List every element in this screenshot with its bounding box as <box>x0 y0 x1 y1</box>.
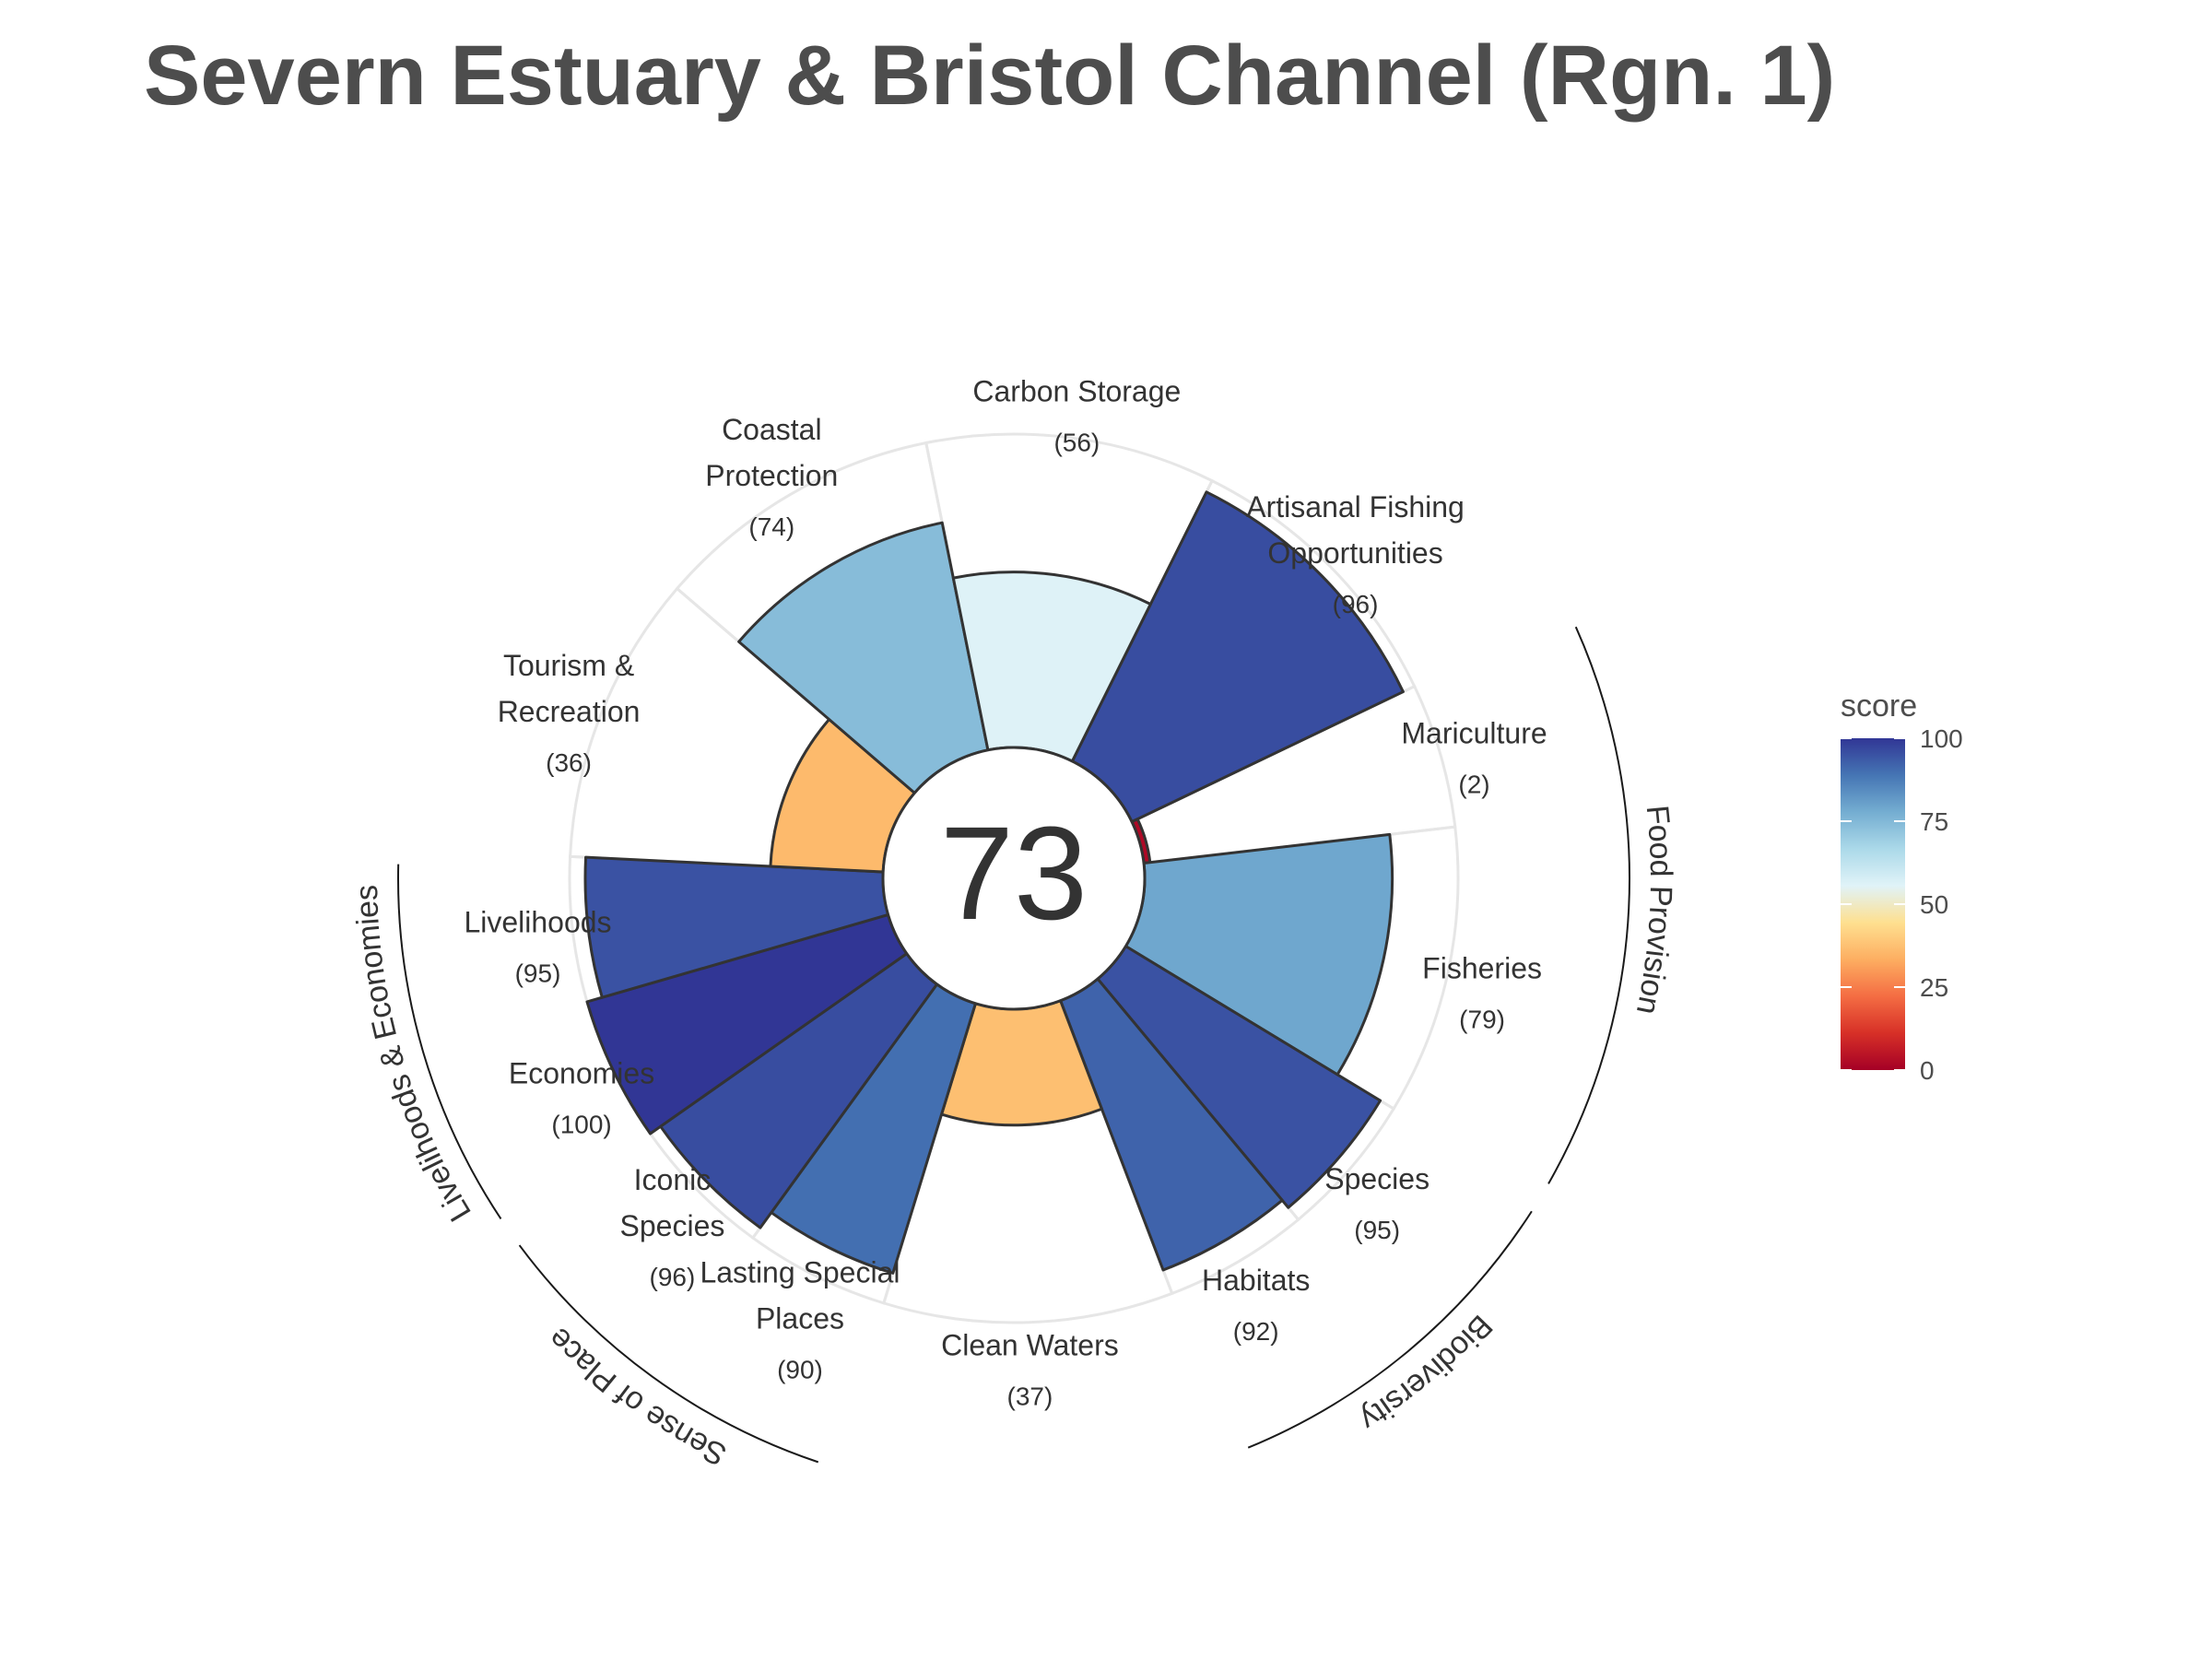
petal-label-group-fisheries: Fisheries (79) <box>1422 952 1542 1034</box>
petal-label-group-tourism-and-recreation: Tourism & Recreation (36) <box>498 649 641 777</box>
group-arc-sense-of-place <box>518 1244 819 1464</box>
legend-title: score <box>1841 688 1917 724</box>
petal-score-label: (95) <box>1354 1216 1400 1244</box>
center-circle <box>881 746 1147 1011</box>
petal-score-label: (36) <box>546 748 592 777</box>
petal-label: Tourism & <box>503 649 634 682</box>
petal-label-group-artisanal-fishing-opportunities: Artisanal Fishing Opportunities (96) <box>1246 490 1465 618</box>
legend-tick-label: 100 <box>1920 724 1963 753</box>
petal-score-label: (37) <box>1007 1382 1053 1411</box>
petal-label: Artisanal Fishing <box>1246 490 1465 524</box>
petals-layer <box>583 490 1405 1275</box>
group-label-livelihoods-and-economies: Livelihoods & Economies <box>349 885 478 1228</box>
petal-score-label: (100) <box>551 1111 611 1139</box>
petal-score-label: (90) <box>777 1355 823 1383</box>
petal-label: Livelihoods <box>464 905 611 938</box>
petal-label: Species <box>1324 1162 1430 1195</box>
petal-label: Places <box>756 1301 844 1335</box>
petal-label-group-economies: Economies (100) <box>509 1057 654 1139</box>
petal-score-label: (92) <box>1233 1317 1279 1346</box>
petal-score-label: (74) <box>748 512 794 541</box>
center-circle-group: 73 <box>881 746 1147 1011</box>
legend-tick-label: 25 <box>1920 973 1948 1002</box>
petal-label: Carbon Storage <box>972 375 1181 408</box>
legend-tick-label: 0 <box>1920 1056 1935 1085</box>
petal-label: Iconic <box>634 1163 712 1196</box>
petal-label-group-mariculture: Mariculture (2) <box>1401 717 1547 799</box>
petal-label: Opportunities <box>1267 536 1442 570</box>
legend-tick-label: 50 <box>1920 890 1948 919</box>
petal-label: Fisheries <box>1422 952 1542 985</box>
petal-label: Coastal <box>722 413 822 446</box>
petal-label-group-lasting-special-places: Lasting Special Places (90) <box>700 1255 900 1383</box>
group-label-food-provision: Food Provision <box>1630 804 1678 1018</box>
group-arc-livelihoods-and-economies <box>397 864 502 1220</box>
petal-label-group-habitats: Habitats (92) <box>1202 1264 1310 1346</box>
petal-label-group-species: Species (95) <box>1324 1162 1430 1244</box>
chart-title: Severn Estuary & Bristol Channel (Rgn. 1… <box>144 29 1835 123</box>
petal-score-label: (96) <box>650 1263 696 1291</box>
petal-label-group-coastal-protection: Coastal Protection (74) <box>705 413 838 541</box>
petal-label: Species <box>620 1209 725 1242</box>
petal-score-label: (56) <box>1053 429 1100 457</box>
group-label-sense-of-place: Sense of Place <box>541 1321 732 1473</box>
petal-label-group-carbon-storage: Carbon Storage (56) <box>972 375 1181 457</box>
petal-label: Lasting Special <box>700 1255 900 1288</box>
petal-label-group-clean-waters: Clean Waters (37) <box>941 1329 1119 1411</box>
group-arc-food-provision <box>1547 626 1630 1184</box>
legend-tick-label: 75 <box>1920 807 1948 836</box>
petal-score-label: (2) <box>1458 771 1489 799</box>
petal-label-group-iconic-species: Iconic Species (96) <box>620 1163 725 1291</box>
petal-label: Clean Waters <box>941 1329 1119 1362</box>
group-arc-biodiversity <box>1247 1210 1533 1449</box>
petal-label: Protection <box>705 459 838 492</box>
petal-label: Economies <box>509 1057 654 1090</box>
legend: score 100 75 50 25 0 <box>1841 688 1963 1085</box>
group-label-biodiversity: Biodiversity <box>1354 1308 1500 1437</box>
petal-score-label: (79) <box>1459 1006 1505 1034</box>
petal-label: Habitats <box>1202 1264 1310 1297</box>
petal-score-label: (96) <box>1333 590 1379 618</box>
petal-score-label: (95) <box>515 959 561 987</box>
petal-label-group-livelihoods: Livelihoods (95) <box>464 905 611 987</box>
petal-labels: Artisanal Fishing Opportunities (96) Maricu… <box>464 375 1547 1411</box>
center-score: 73 <box>940 799 1088 947</box>
petal-label: Mariculture <box>1401 717 1547 750</box>
petal-label: Recreation <box>498 695 641 728</box>
